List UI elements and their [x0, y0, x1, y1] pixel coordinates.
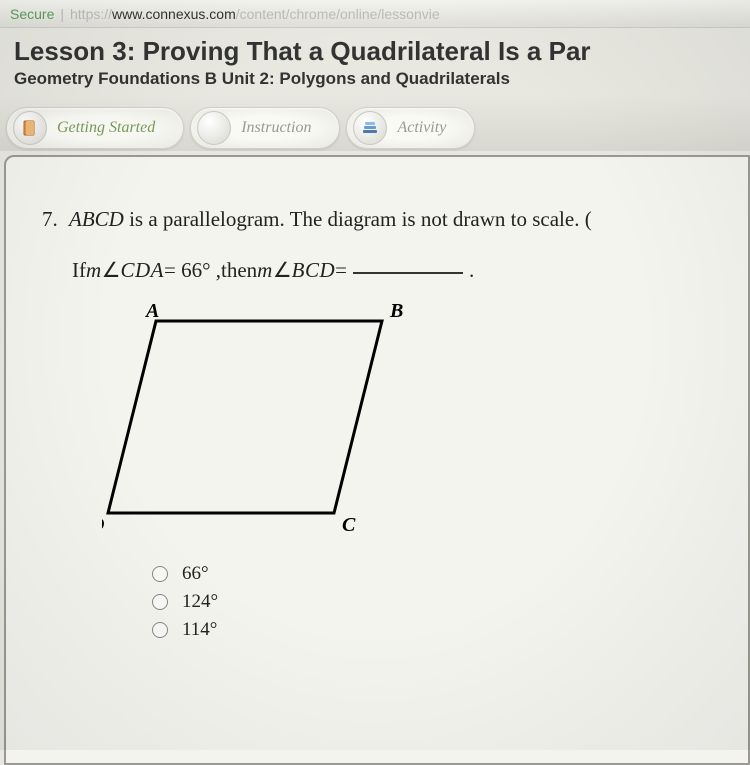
angle-symbol-1: ∠: [102, 258, 121, 283]
radio-icon[interactable]: [152, 594, 168, 610]
tab-instruction[interactable]: Instruction: [190, 107, 340, 149]
question-stem-text: is a parallelogram. The diagram is not d…: [124, 207, 592, 231]
option-label: 66°: [182, 563, 209, 585]
question-number: 7.: [42, 207, 58, 231]
lesson-tab-row: Getting Started Instruction Activity: [0, 95, 750, 151]
math-bcd: BCD: [292, 258, 336, 283]
radio-icon[interactable]: [152, 622, 168, 638]
option-c[interactable]: 114°: [152, 619, 718, 641]
question-substem: If m ∠ CDA = 66° , then m ∠ BCD = .: [72, 258, 718, 283]
answer-blank[interactable]: [353, 272, 463, 274]
question-subject: ABCD: [69, 207, 124, 231]
if-text: If: [72, 258, 86, 283]
book-icon: [13, 111, 47, 145]
eq2: =: [335, 258, 347, 283]
option-label: 114°: [182, 619, 217, 641]
secure-label: Secure: [10, 6, 54, 22]
blank-icon: [197, 111, 231, 145]
svg-text:B: B: [389, 303, 403, 322]
answer-options: 66° 124° 114°: [152, 563, 718, 641]
option-a[interactable]: 66°: [152, 563, 718, 585]
svg-text:A: A: [144, 303, 159, 322]
parallelogram-diagram: A B C D: [102, 303, 718, 543]
option-b[interactable]: 124°: [152, 591, 718, 613]
radio-icon[interactable]: [152, 566, 168, 582]
browser-url-bar: Secure | https:// www.connexus.com /cont…: [0, 0, 750, 28]
option-label: 124°: [182, 591, 218, 613]
lesson-header: Lesson 3: Proving That a Quadrilateral I…: [0, 28, 750, 95]
question-stem: 7. ABCD is a parallelogram. The diagram …: [42, 207, 718, 232]
stacked-books-icon: [353, 111, 387, 145]
lesson-subtitle: Geometry Foundations B Unit 2: Polygons …: [14, 69, 736, 89]
math-cda: CDA: [121, 258, 165, 283]
tab-label: Getting Started: [57, 119, 155, 137]
then-text: then: [221, 258, 257, 283]
lesson-title: Lesson 3: Proving That a Quadrilateral I…: [14, 36, 736, 67]
question-frame: 7. ABCD is a parallelogram. The diagram …: [4, 155, 750, 765]
url-scheme: https://: [70, 6, 112, 22]
period: .: [469, 258, 474, 283]
eq1: = 66° ,: [164, 258, 221, 283]
angle-symbol-2: ∠: [273, 258, 292, 283]
url-separator: |: [60, 6, 64, 22]
svg-text:C: C: [342, 514, 356, 536]
tab-label: Activity: [397, 119, 446, 137]
math-m2: m: [257, 258, 273, 283]
svg-text:D: D: [102, 514, 104, 536]
tab-activity[interactable]: Activity: [346, 107, 475, 149]
tab-label: Instruction: [241, 119, 311, 137]
url-path: /content/chrome/online/lessonvie: [236, 6, 440, 22]
url-domain: www.connexus.com: [112, 6, 236, 22]
math-m1: m: [86, 258, 102, 283]
tab-getting-started[interactable]: Getting Started: [6, 107, 184, 149]
